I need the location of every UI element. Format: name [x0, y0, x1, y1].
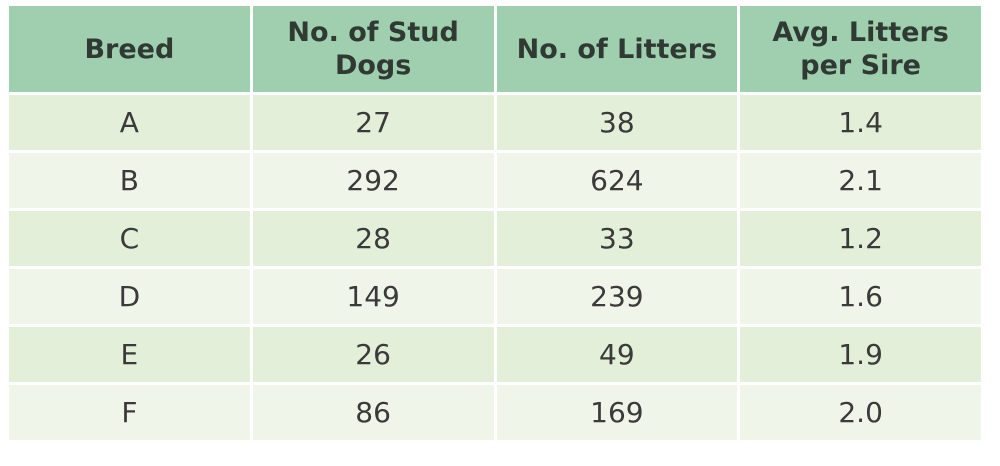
table-cell: 1.9: [740, 327, 981, 382]
header-cell: Breed: [9, 6, 250, 92]
table-cell: 1.2: [740, 211, 981, 266]
table-row: A 27 38 1.4: [9, 95, 981, 150]
table-cell: F: [9, 385, 250, 440]
table-cell: 239: [496, 269, 738, 324]
table-container: Breed No. of Stud Dogs No. of Litters Avg. …: [6, 3, 984, 443]
table-body: A 27 38 1.4 B 292 624 2.1 C 28 33 1.2 D 149 239 1.6 E 26 4…: [9, 95, 981, 440]
header-cell: No. of Stud Dogs: [252, 6, 494, 92]
table-cell: D: [9, 269, 250, 324]
table-cell: E: [9, 327, 250, 382]
table-cell: 1.4: [740, 95, 981, 150]
table-cell: 38: [496, 95, 738, 150]
table-cell: 28: [252, 211, 494, 266]
table-cell: 26: [252, 327, 494, 382]
table-cell: B: [9, 153, 250, 208]
table-row: C 28 33 1.2: [9, 211, 981, 266]
table-head: Breed No. of Stud Dogs No. of Litters Avg. …: [9, 6, 981, 92]
table-row: E 26 49 1.9: [9, 327, 981, 382]
table-cell: 169: [496, 385, 738, 440]
table-cell: 86: [252, 385, 494, 440]
table-cell: 292: [252, 153, 494, 208]
header-cell: Avg. Litters per Sire: [740, 6, 981, 92]
table-cell: 2.0: [740, 385, 981, 440]
table-cell: A: [9, 95, 250, 150]
table-cell: 624: [496, 153, 738, 208]
table-cell: 49: [496, 327, 738, 382]
table-cell: 33: [496, 211, 738, 266]
table-cell: 149: [252, 269, 494, 324]
table-row: F 86 169 2.0: [9, 385, 981, 440]
data-table: Breed No. of Stud Dogs No. of Litters Avg. …: [6, 3, 984, 443]
table-cell: C: [9, 211, 250, 266]
table-row: D 149 239 1.6: [9, 269, 981, 324]
table-row: B 292 624 2.1: [9, 153, 981, 208]
header-row: Breed No. of Stud Dogs No. of Litters Avg. …: [9, 6, 981, 92]
table-cell: 1.6: [740, 269, 981, 324]
table-cell: 2.1: [740, 153, 981, 208]
table-cell: 27: [252, 95, 494, 150]
header-cell: No. of Litters: [496, 6, 738, 92]
